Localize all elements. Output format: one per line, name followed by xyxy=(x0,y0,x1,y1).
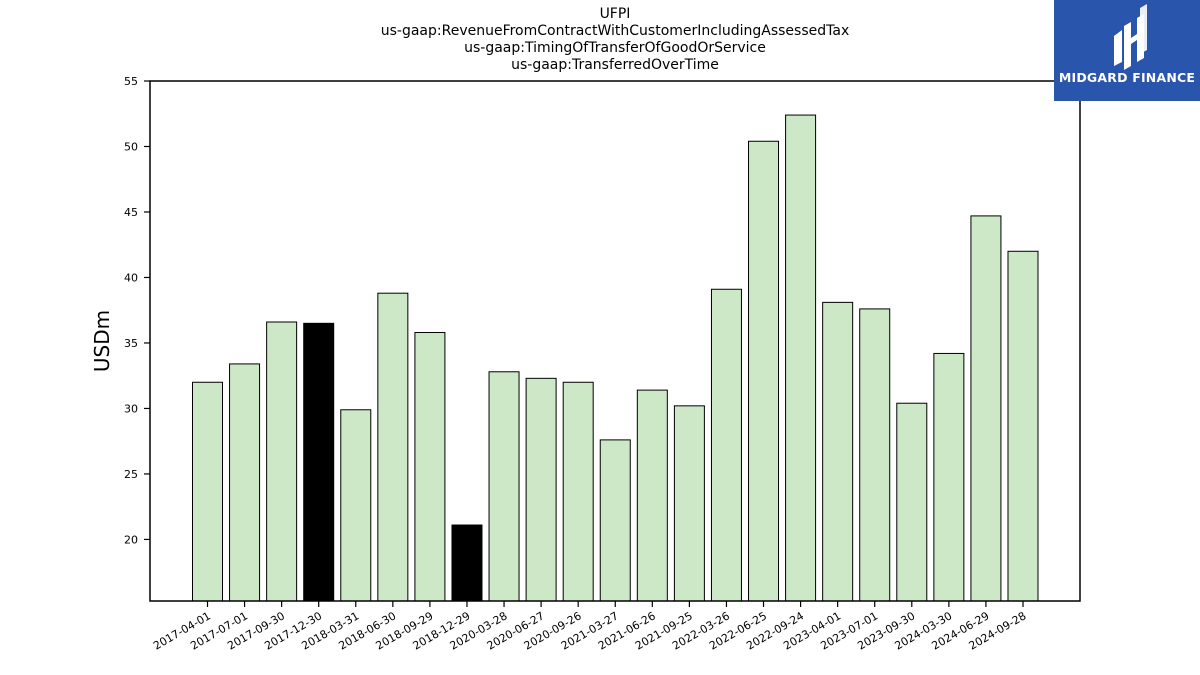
bar-2022-03-26 xyxy=(710,288,742,602)
bar-2021-09-25 xyxy=(673,405,705,602)
y-tick-label: 55 xyxy=(124,75,138,88)
chart-title-line-3: us-gaap:TimingOfTransferOfGoodOrService xyxy=(464,40,766,56)
chart-title-line-1: UFPI xyxy=(599,6,631,22)
chart-title-line-4: us-gaap:TransferredOverTime xyxy=(511,57,719,73)
bar-2023-09-30 xyxy=(896,402,928,602)
y-tick-label: 20 xyxy=(124,533,138,546)
bar-2023-07-01 xyxy=(859,308,891,602)
bar-2018-03-31 xyxy=(340,409,372,602)
bar-2022-06-25 xyxy=(748,140,780,602)
y-tick-label: 35 xyxy=(124,337,138,350)
bar-2017-04-01 xyxy=(192,381,223,602)
midgard-finance-logo: MIDGARD FINANCE xyxy=(1054,0,1200,101)
y-tick-label: 40 xyxy=(124,271,138,284)
bar-2021-03-27 xyxy=(599,439,631,602)
bar-2018-09-29 xyxy=(414,331,446,602)
bar-2024-03-30 xyxy=(933,352,965,602)
bar-2017-07-01 xyxy=(229,363,261,602)
bar-2018-12-29 xyxy=(451,524,483,602)
logo-text: MIDGARD FINANCE xyxy=(1058,70,1196,85)
chart-title-line-2: us-gaap:RevenueFromContractWithCustomerI… xyxy=(380,23,850,39)
bar-2017-12-30 xyxy=(303,322,335,602)
bar-2018-06-30 xyxy=(377,292,409,602)
y-tick-label: 25 xyxy=(124,468,138,481)
bar-2020-03-28 xyxy=(488,371,520,602)
y-tick-label: 50 xyxy=(124,140,138,153)
bar-2023-04-01 xyxy=(822,301,854,602)
bar-2022-09-24 xyxy=(785,114,817,602)
y-tick-label: 30 xyxy=(124,402,138,415)
bar-2024-09-28 xyxy=(1007,250,1039,602)
y-axis-label: USDm xyxy=(90,310,114,372)
bar-2020-06-27 xyxy=(525,377,557,602)
bar-2024-06-29 xyxy=(970,215,1002,602)
y-tick-label: 45 xyxy=(124,206,138,219)
bar-2020-09-26 xyxy=(562,381,594,602)
bar-2017-09-30 xyxy=(266,321,298,602)
midgard-logo-icon xyxy=(1114,4,1147,70)
bar-2021-06-26 xyxy=(636,389,668,602)
